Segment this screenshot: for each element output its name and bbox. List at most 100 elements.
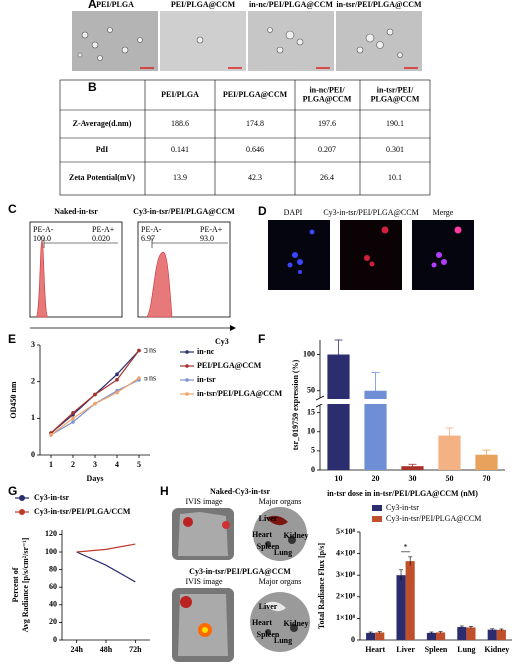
table-cell: 0.646 [246,145,264,154]
y-tick-label: 0 [351,635,355,644]
table-cell: Z-Average(d.nm) [73,119,132,128]
image-label: PEI/PLGA [96,0,134,9]
panel-label: H [160,484,169,498]
axis-break [315,395,325,401]
legend-label: Cy3-in-tsr/PEI/PLGA/CCM [34,507,131,516]
image-label: in-nc/PEI/PLGA@CCM [249,0,333,9]
x-tick-label: 10 [335,474,343,483]
legend-label: Cy3-in-tsr/PEI/PLGA@CCM [386,514,481,523]
bar [475,454,498,470]
table-header: PEI/PLGA@CCM [223,90,288,99]
bar [396,575,406,640]
x-tick-label: Kidney [484,645,509,654]
panel-label: B [88,80,97,94]
series-line [50,377,140,436]
legend-marker [185,378,189,382]
organ-label: Liver [259,514,278,523]
table-cell: 0.207 [318,145,336,154]
ivis-images [172,507,310,662]
legend-swatch [372,505,382,511]
x-axis-label: in-tsr dose in in-tsr/PEI/PLGA@CCM (nM) [327,489,478,498]
table-cell: 174.8 [246,119,264,128]
organ-label: Lung [274,636,292,645]
panel-label: E [8,332,16,346]
tem-image [72,11,158,71]
annotation: * [404,543,408,552]
series-line [50,379,140,436]
y-tick-label: 60 [49,582,57,591]
bar [375,632,385,640]
flow-panels [29,221,236,331]
organ-label: Spleen [257,542,280,551]
table-header: in-tsr/PEI/ [377,85,414,94]
panel-label: D [258,204,267,218]
tem-image [336,11,422,71]
particles [77,27,403,61]
table-cell: Zeta Potential(mV) [69,173,135,182]
point [71,420,75,424]
legend-marker [185,350,189,354]
organ-label: Heart [252,618,272,627]
image-label: DAPI [284,208,303,217]
organ-label: Kidney [284,531,309,540]
y-tick-label: 5×10⁸ [336,527,356,536]
gate-label: PE-A- [33,225,54,234]
y-tick-label: 3×10⁸ [336,570,356,579]
table-cell: 26.4 [320,173,334,182]
annotation: ns [149,374,156,383]
point [71,416,75,421]
legend-marker [185,392,189,396]
break-gap [321,399,506,404]
panel-label: F [258,332,265,346]
point [137,376,141,380]
legend-marker [185,364,189,368]
table-cell: 188.6 [171,119,189,128]
y-axis-label: Avg Radiance [p/s/cm²/sr⁻¹] [21,537,30,632]
y-tick-label: 0 [311,465,315,474]
y-tick-label: 0 [31,450,35,459]
bar [364,390,387,470]
table-cell: 10.1 [388,173,402,182]
table-cell: 42.3 [248,173,262,182]
bracket [144,377,148,381]
tem-image [248,11,334,71]
gate-label: PE-A+ [92,225,115,234]
bar [405,561,415,640]
y-tick-label: 80 [49,564,57,573]
image-label: PEI/PLGA@CCM [171,0,236,9]
bar [438,435,461,470]
y-tick-label: 1×10⁸ [336,613,356,622]
panel-label: C [8,202,17,216]
image-label: Cy3-in-tsr/PEI/PLGA@CCM [323,208,418,217]
table-cell: 0.141 [171,145,189,154]
bar [496,629,506,640]
bracket [144,348,148,353]
table-header: PLGA@CCM [303,94,352,103]
y-tick-label: 15 [307,407,315,416]
series-line [50,350,140,434]
point [115,390,119,395]
x-tick-label: Heart [365,645,385,654]
y-axis-label: tsr_019759 expression (%) [291,359,300,450]
x-tick-label: Lung [457,645,475,654]
y-tick-label: 50 [307,386,315,395]
table-cell: PdI [96,145,108,154]
ivis-title: Naked-Cy3-in-tsr [210,487,270,496]
x-axis-label: Days [87,474,104,483]
x-tick-label: 1 [49,460,53,469]
bar [436,632,446,640]
y-axis-label: Percent of [11,567,20,602]
flow-title: Cy3-in-tsr/PEI/PLGA@CCM [133,207,235,216]
image-label: Merge [433,208,454,217]
y-tick-label: 3 [31,340,35,349]
point [93,392,97,397]
x-tick-label: 50 [446,474,454,483]
gate-label: PE-A+ [200,225,223,234]
point [49,433,53,437]
y-tick-label: 10 [307,427,315,436]
organ-label: Liver [259,602,278,611]
image-label: in-tsr/PEI/PLGA@CCM [336,0,422,9]
y-axis-label: Total Radiance Flux [p/s] [317,543,326,629]
x-tick-label: 70 [483,474,491,483]
